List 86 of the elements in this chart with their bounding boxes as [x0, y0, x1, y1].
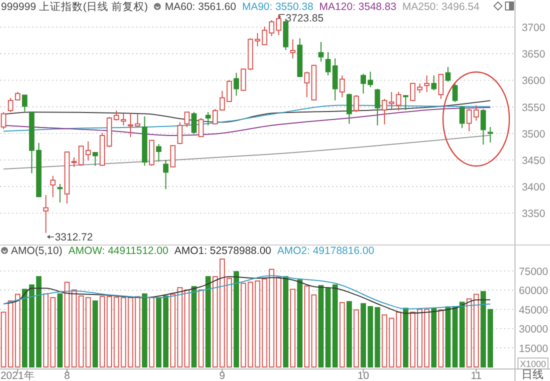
bar [283, 276, 288, 368]
text: MA90: 3550.38 [242, 1, 314, 13]
y-tick-label: 3650 [522, 48, 546, 61]
x-tick-label: 2021年 [0, 370, 35, 381]
chart-title: 999999 上证指数(日线 前复权) [1, 0, 148, 13]
y-tick-label: 3400 [522, 182, 546, 194]
y-tick-label: 60000 [518, 285, 548, 298]
annotation: 3312.72 [54, 231, 93, 244]
bar [402, 308, 408, 368]
y-tick-label: 15000 [518, 342, 548, 355]
bar [262, 278, 268, 368]
bar [354, 309, 359, 368]
bar [234, 271, 240, 368]
bar [396, 312, 402, 368]
x-tick-label: 9 [219, 370, 226, 381]
bar [191, 286, 197, 368]
candlestick [388, 91, 394, 110]
bar [346, 301, 352, 368]
chart-title: AMO(5,10) [11, 245, 62, 257]
bar [290, 288, 296, 368]
candlestick [445, 66, 451, 82]
text: MA60: 3561.60 [164, 1, 236, 13]
bar [438, 309, 444, 368]
bar [142, 293, 148, 368]
bar [198, 289, 204, 368]
line-series [3, 106, 491, 136]
y-tick-label: 75000 [518, 266, 548, 278]
y-tick-label: 3350 [522, 208, 546, 220]
text: AMOW: 44911512.00 [68, 245, 169, 257]
bar [325, 288, 331, 368]
bar [240, 282, 246, 368]
bar [57, 293, 63, 368]
x-tick-label: 8 [64, 370, 70, 381]
line-series [3, 100, 491, 123]
x-tick-label: 11 [470, 370, 482, 381]
bar [148, 297, 154, 368]
bar [120, 297, 126, 368]
bar [318, 285, 324, 368]
candlestick [205, 112, 211, 126]
series-label: AMO2: 49178816.00 [277, 245, 374, 257]
candlestick [120, 113, 126, 126]
y-tick-label: 3450 [522, 154, 546, 167]
y-tick-label: 3700 [522, 22, 546, 34]
text: MA250: 3496.54 [402, 1, 480, 13]
bar [297, 279, 303, 368]
y-tick-label: 3600 [522, 75, 546, 88]
candlestick [304, 71, 310, 98]
text: MA120: 3548.83 [319, 1, 397, 13]
candlestick [325, 52, 331, 76]
candlestick [332, 58, 338, 101]
y-axis-title: X1000 [520, 359, 546, 369]
candlestick [142, 116, 148, 166]
bar [382, 314, 388, 368]
bar [311, 294, 317, 368]
candlestick [43, 194, 49, 234]
bar [184, 289, 190, 368]
y-tick-label: 45000 [518, 304, 548, 316]
y-tick-label: 3550 [522, 102, 546, 114]
bar [64, 282, 70, 368]
candlestick [128, 113, 134, 138]
bar [431, 308, 437, 368]
series-label: AMO1: 52578988.00 [174, 245, 272, 257]
bar [254, 280, 260, 368]
bar [459, 302, 465, 368]
candlestick [424, 74, 430, 92]
bar [388, 318, 394, 368]
candlestick [488, 126, 493, 143]
bar [92, 300, 98, 368]
line-series [3, 104, 491, 132]
bar [332, 284, 338, 368]
bar [205, 276, 211, 368]
x-tick-label: 10 [357, 370, 370, 381]
bar [134, 296, 140, 368]
bar [339, 302, 345, 368]
bar [452, 306, 458, 368]
bar [248, 282, 254, 368]
bar [445, 306, 451, 368]
y-tick-label: 30000 [518, 324, 548, 336]
line-series [3, 134, 491, 170]
bar [128, 297, 134, 368]
y-tick-label: 3500 [522, 128, 546, 140]
candlestick [290, 38, 296, 59]
bar [0, 312, 6, 368]
annotation: 3723.85 [286, 12, 324, 24]
text: 日线 [522, 368, 544, 381]
bar [304, 285, 310, 368]
